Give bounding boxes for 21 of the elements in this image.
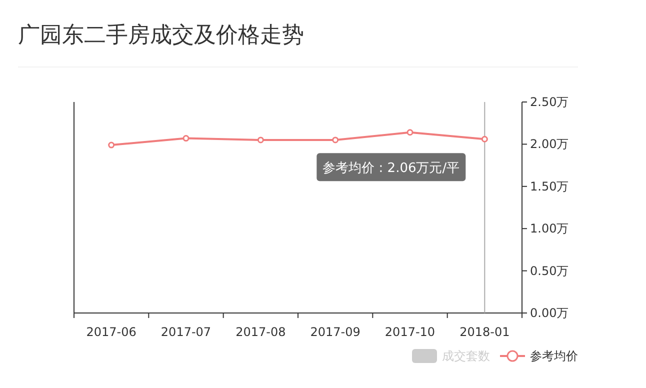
x-tick-label: 2017-08 [236,325,286,339]
y-tick-label: 0.00万 [530,306,569,320]
x-tick-label: 2017-06 [86,325,136,339]
point [182,135,190,142]
legend-label: 参考均价 [530,349,578,363]
point [332,136,339,144]
x-tick-label: 2017-07 [160,325,212,339]
point [257,136,264,144]
y-tick-label: 2.00万 [530,137,569,152]
point [481,136,488,142]
x-tick-label: 2017-10 [384,325,436,339]
y-tick-label: 0.50万 [530,264,569,278]
y-tick-label: 1.50万 [530,179,569,194]
annotation: 参考均价 : 2.06万元/平 [322,161,460,176]
point [108,142,115,148]
x-tick-label: 2018-01 [460,325,510,339]
y-tick-label: 2.50万 [530,95,569,109]
y-tick-label: 1.00万 [530,222,569,236]
x-tick-label: 2017-09 [310,325,360,339]
point [406,129,414,136]
chart-title: 广园东二手房成交及价格走势 [18,23,304,48]
